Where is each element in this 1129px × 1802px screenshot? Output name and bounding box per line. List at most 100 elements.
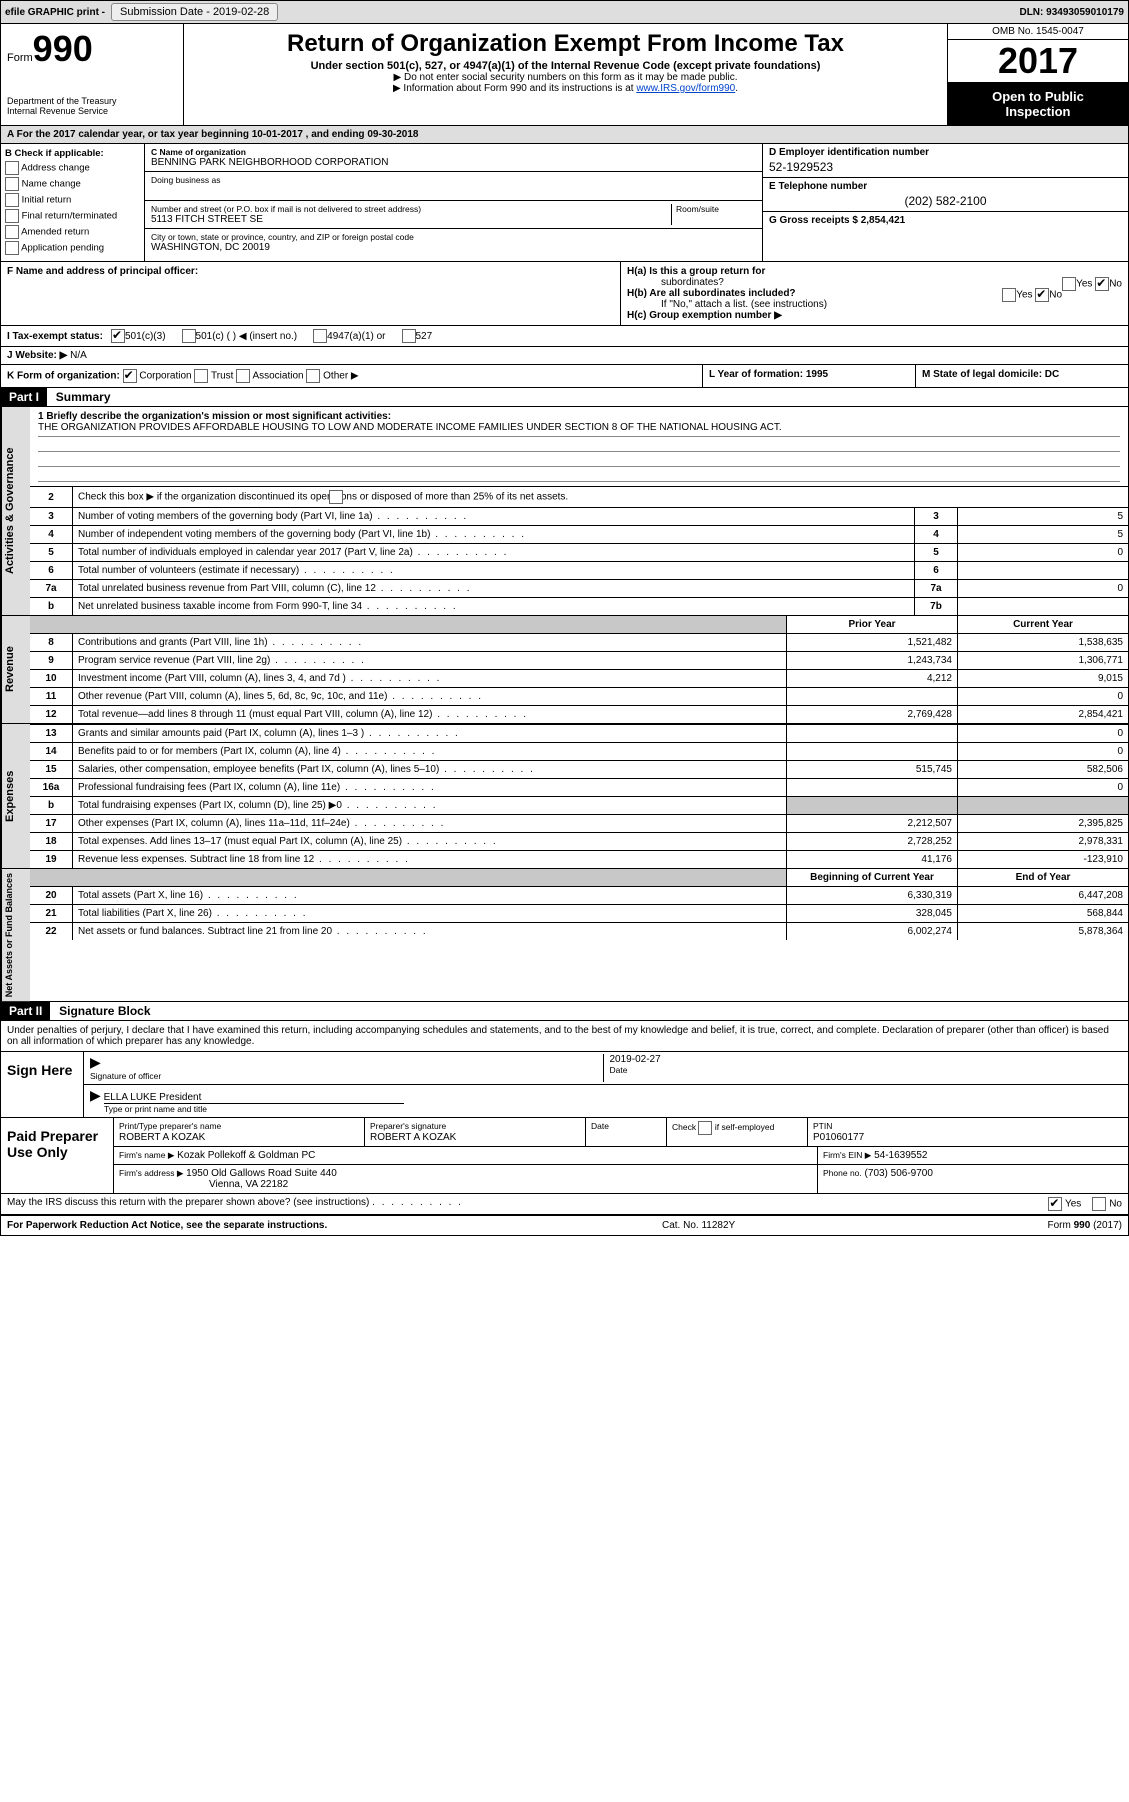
row-prior: [787, 743, 958, 761]
dept-treasury: Department of the Treasury: [7, 96, 177, 106]
section-bcde: B Check if applicable: Address change Na…: [1, 144, 1128, 262]
cb-final-return[interactable]: Final return/terminated: [5, 209, 140, 223]
row-current: 0: [958, 725, 1129, 743]
ha-no-cb[interactable]: [1095, 277, 1109, 291]
arrow-icon: ▶: [90, 1087, 101, 1103]
cb-pending[interactable]: Application pending: [5, 241, 140, 255]
row-prior: [787, 797, 958, 815]
row-label: Revenue less expenses. Subtract line 18 …: [73, 851, 787, 869]
open-to-public: Open to Public Inspection: [948, 83, 1128, 125]
row-current: 568,844: [958, 905, 1129, 923]
row-label: Contributions and grants (Part VIII, lin…: [73, 634, 787, 652]
row-prior: 2,769,428: [787, 706, 958, 724]
dln-label: DLN: 93493059010179: [1019, 7, 1124, 18]
ein-label: D Employer identification number: [769, 147, 1122, 158]
line2-cb[interactable]: [329, 490, 343, 504]
line1-label: 1 Briefly describe the organization's mi…: [38, 411, 1120, 422]
line2-row: 2 Check this box ▶ if the organization d…: [30, 487, 1128, 508]
hb-no-cb[interactable]: [1035, 288, 1049, 302]
cb-assoc[interactable]: [236, 369, 250, 383]
cb-name-change[interactable]: Name change: [5, 177, 140, 191]
cb-amended[interactable]: Amended return: [5, 225, 140, 239]
cb-527[interactable]: [402, 329, 416, 343]
hb-yes-cb[interactable]: [1002, 288, 1016, 302]
gov-row: 6 Total number of volunteers (estimate i…: [30, 562, 1128, 580]
firm-addr2: Vienna, VA 22182: [209, 1179, 288, 1190]
prep-sig-cell: Preparer's signature ROBERT A KOZAK: [365, 1118, 586, 1146]
row-current: -123,910: [958, 851, 1129, 869]
row-box: 3: [915, 508, 958, 526]
data-row: b Total fundraising expenses (Part IX, c…: [30, 797, 1128, 815]
cb-501c[interactable]: [182, 329, 196, 343]
firm-name-cell: Firm's name ▶ Kozak Pollekoff & Goldman …: [114, 1147, 818, 1164]
row-fh: F Name and address of principal officer:…: [1, 262, 1128, 326]
row-current: 2,395,825: [958, 815, 1129, 833]
net-header: Beginning of Current Year End of Year: [30, 869, 1128, 887]
cb-label: Amended return: [21, 227, 89, 238]
cb-501c3[interactable]: [111, 329, 125, 343]
blank: [30, 869, 73, 887]
row-m: M State of legal domicile: DC: [916, 365, 1128, 387]
dba-value: [151, 185, 756, 197]
prep-ptin-cell: PTIN P01060177: [808, 1118, 1128, 1146]
cb-trust[interactable]: [194, 369, 208, 383]
cb-corp[interactable]: [123, 369, 137, 383]
gov-row: b Net unrelated business taxable income …: [30, 598, 1128, 616]
row-num: 19: [30, 851, 73, 869]
col-deg: D Employer identification number 52-1929…: [762, 144, 1128, 261]
row-l: L Year of formation: 1995: [703, 365, 916, 387]
row-label: Net unrelated business taxable income fr…: [73, 598, 915, 616]
cb-address-change[interactable]: Address change: [5, 161, 140, 175]
ruled-line: [38, 452, 1120, 467]
data-row: 19 Revenue less expenses. Subtract line …: [30, 851, 1128, 869]
cb-label: Initial return: [22, 195, 72, 206]
preparer-label: Paid Preparer Use Only: [1, 1118, 114, 1193]
irs-link[interactable]: www.IRS.gov/form990: [636, 83, 735, 94]
firm-phone-label: Phone no.: [823, 1168, 862, 1178]
hb-yesno: Yes No: [1002, 288, 1062, 302]
form-title: Return of Organization Exempt From Incom…: [190, 30, 941, 58]
opt-4947: 4947(a)(1) or: [327, 331, 385, 342]
gov-row: 7a Total unrelated business revenue from…: [30, 580, 1128, 598]
prep-date-cell: Date: [586, 1118, 667, 1146]
cb-4947[interactable]: [313, 329, 327, 343]
row-label: Total fundraising expenses (Part IX, col…: [73, 797, 787, 815]
sig-officer-label: Signature of officer: [90, 1071, 161, 1081]
cb-initial-return[interactable]: Initial return: [5, 193, 140, 207]
declaration: Under penalties of perjury, I declare th…: [1, 1021, 1128, 1052]
discuss-yes-cb[interactable]: [1048, 1197, 1062, 1211]
gross-label: G Gross receipts $ 2,854,421: [769, 215, 905, 226]
expenses-table: 13 Grants and similar amounts paid (Part…: [30, 724, 1128, 868]
row-l-label: L Year of formation: 1995: [709, 369, 828, 380]
submission-date-button[interactable]: Submission Date - 2019-02-28: [111, 3, 278, 21]
cb-selfemp[interactable]: [698, 1121, 712, 1135]
sig-name-label: Type or print name and title: [104, 1104, 207, 1114]
row-num: 21: [30, 905, 73, 923]
header-mid: Return of Organization Exempt From Incom…: [184, 24, 947, 125]
row-f: F Name and address of principal officer:: [1, 262, 621, 325]
header-left: Form990 Department of the Treasury Inter…: [1, 24, 184, 125]
data-row: 14 Benefits paid to or for members (Part…: [30, 743, 1128, 761]
row-label: Total liabilities (Part X, line 26): [73, 905, 787, 923]
col-b-header: B Check if applicable:: [5, 148, 140, 159]
omb-number: OMB No. 1545-0047: [948, 24, 1128, 40]
discuss-q-text: May the IRS discuss this return with the…: [7, 1197, 369, 1208]
cell-street: Number and street (or P.O. box if mail i…: [145, 201, 762, 229]
row-label: Total assets (Part X, line 16): [73, 887, 787, 905]
hb-label: H(b) Are all subordinates included?: [627, 288, 796, 299]
firm-name-value: Kozak Pollekoff & Goldman PC: [177, 1150, 315, 1161]
discuss-no-cb[interactable]: [1092, 1197, 1106, 1211]
data-row: 9 Program service revenue (Part VIII, li…: [30, 652, 1128, 670]
row-current: 6,447,208: [958, 887, 1129, 905]
note-info-prefix: ▶ Information about Form 990 and its ins…: [393, 83, 636, 94]
prior-year-header: Prior Year: [787, 616, 958, 634]
street-label: Number and street (or P.O. box if mail i…: [151, 204, 667, 214]
revenue-content: Prior Year Current Year 8 Contributions …: [30, 616, 1128, 723]
cb-other[interactable]: [306, 369, 320, 383]
row-current: 1,538,635: [958, 634, 1129, 652]
row-num: 5: [30, 544, 73, 562]
ha-yes-cb[interactable]: [1062, 277, 1076, 291]
header-right: OMB No. 1545-0047 2017 Open to Public In…: [947, 24, 1128, 125]
form-subtitle: Under section 501(c), 527, or 4947(a)(1)…: [190, 60, 941, 72]
open-line1: Open to Public: [992, 89, 1084, 104]
